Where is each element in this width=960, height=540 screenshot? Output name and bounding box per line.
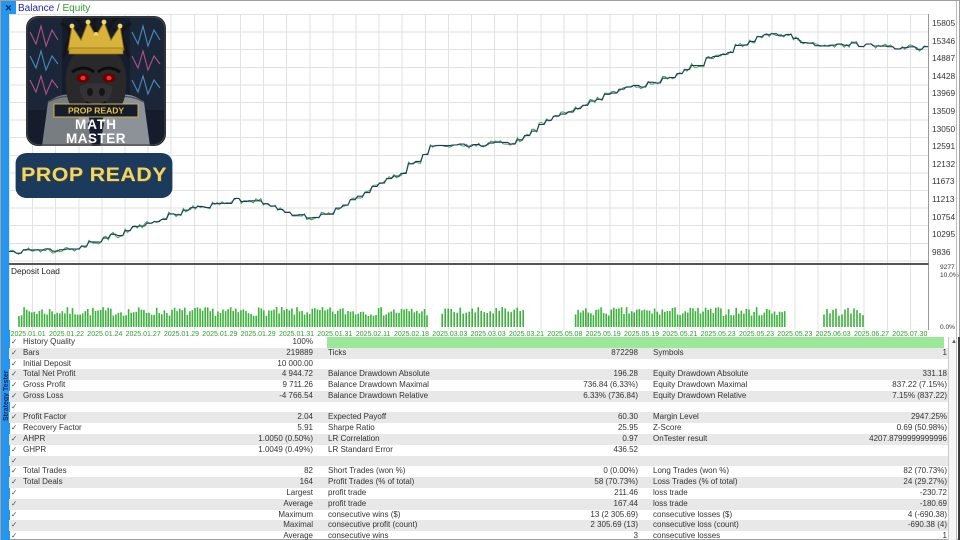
svg-text:MATH: MATH xyxy=(75,117,117,132)
svg-text:MASTER: MASTER xyxy=(66,131,126,146)
svg-text:PROP READY: PROP READY xyxy=(68,106,124,116)
